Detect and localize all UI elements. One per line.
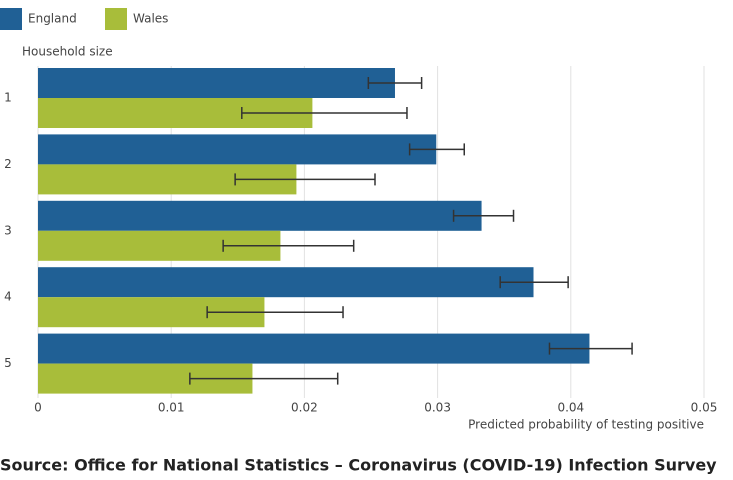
y-tick-label: 2 (4, 157, 12, 171)
error-bar (452, 209, 515, 222)
y-tick-label: 1 (4, 91, 12, 105)
x-tick-label: 0 (34, 401, 42, 415)
error-bar (234, 173, 376, 186)
bar (38, 200, 482, 231)
legend-label: Wales (133, 12, 168, 26)
error-bar (206, 306, 344, 319)
x-tick-label: 0.05 (691, 401, 718, 415)
legend-label: England (28, 12, 77, 26)
error-bar (189, 372, 339, 385)
legend-swatch (0, 8, 22, 30)
source: Source: Office for National Statistics –… (0, 456, 717, 475)
error-bar (548, 342, 633, 355)
x-axis-label: Predicted probability of testing positiv… (468, 418, 704, 432)
error-bar (222, 239, 355, 252)
error-bar (408, 143, 465, 156)
error-bar (367, 77, 423, 89)
y-tick-label: 4 (4, 290, 12, 304)
bar (38, 68, 395, 98)
bar (38, 267, 534, 298)
x-tick-label: 0.02 (291, 401, 318, 415)
x-tick-label: 0.03 (424, 401, 451, 415)
error-bar (241, 107, 408, 119)
bar (38, 134, 437, 165)
error-bar (499, 276, 569, 289)
y-tick-label: 5 (4, 356, 12, 370)
x-tick-label: 0.04 (557, 401, 584, 415)
bar (38, 333, 590, 364)
legend-swatch (105, 8, 127, 30)
y-tick-label: 3 (4, 223, 12, 237)
x-tick-label: 0.01 (158, 401, 185, 415)
y-axis-label: Household size (22, 45, 113, 59)
